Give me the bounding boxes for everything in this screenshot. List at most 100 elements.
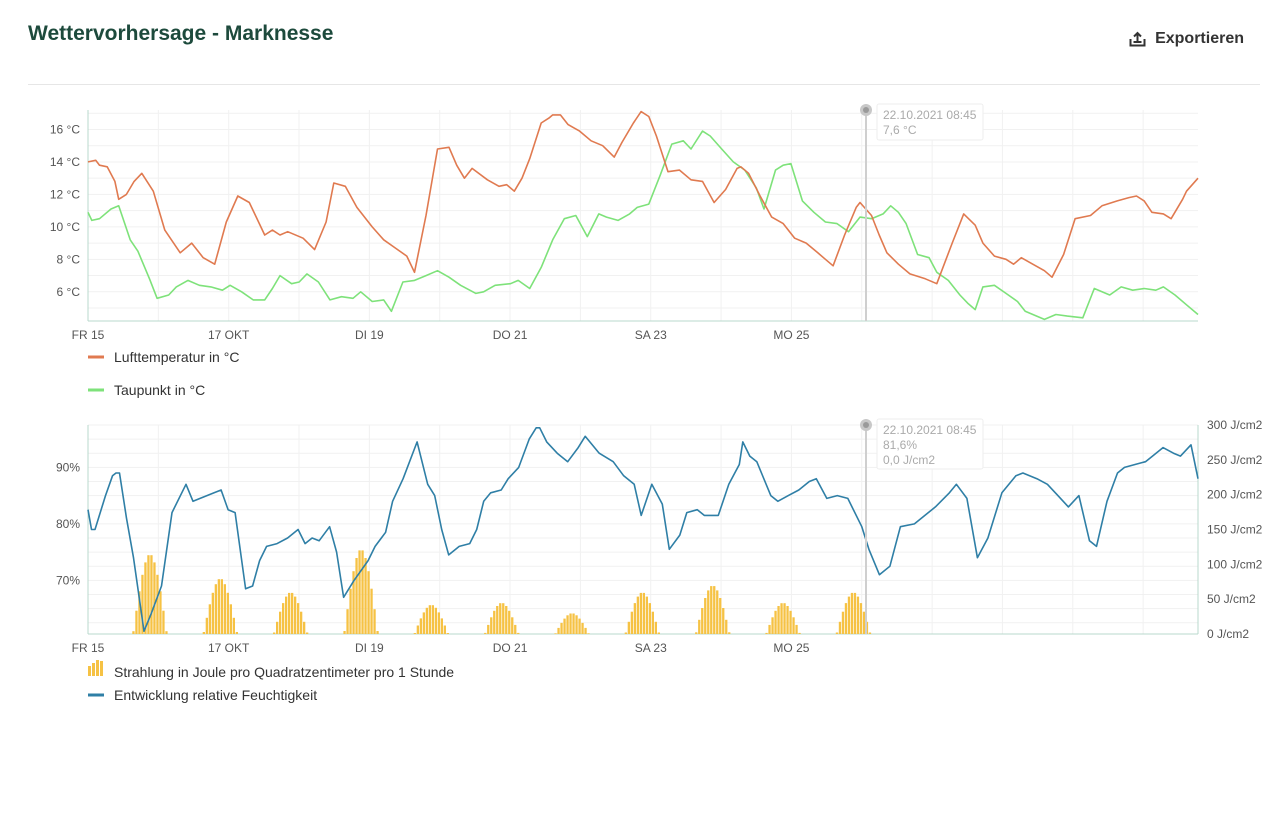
radiation-bar[interactable] — [654, 621, 657, 634]
radiation-bar[interactable] — [575, 615, 578, 634]
radiation-bar[interactable] — [719, 598, 722, 634]
radiation-bar[interactable] — [844, 603, 848, 634]
radiation-bar[interactable] — [300, 611, 303, 634]
radiation-bar[interactable] — [554, 633, 557, 634]
radiation-bar[interactable] — [648, 603, 651, 634]
radiation-bar[interactable] — [514, 624, 517, 634]
radiation-bar[interactable] — [370, 588, 373, 634]
radiation-bar[interactable] — [159, 591, 162, 634]
radiation-bar[interactable] — [352, 571, 355, 634]
radiation-bar[interactable] — [217, 579, 220, 634]
radiation-bar[interactable] — [707, 590, 710, 634]
radiation-bar[interactable] — [862, 611, 866, 634]
radiation-bar[interactable] — [701, 608, 704, 634]
radiation-bar[interactable] — [490, 617, 493, 634]
radiation-bar[interactable] — [789, 610, 792, 634]
radiation-bar[interactable] — [285, 596, 288, 634]
dewpoint-line[interactable] — [87, 130, 1199, 321]
radiation-bar[interactable] — [428, 605, 431, 634]
radiation-bar[interactable] — [695, 632, 698, 634]
radiation-bar[interactable] — [698, 619, 701, 634]
radiation-bar[interactable] — [639, 592, 642, 634]
radiation-bar[interactable] — [288, 592, 291, 634]
radiation-bar[interactable] — [557, 627, 560, 634]
radiation-bar[interactable] — [566, 615, 569, 634]
radiation-bar[interactable] — [211, 592, 214, 634]
radiation-bar[interactable] — [774, 610, 777, 634]
temperature-line[interactable] — [87, 110, 1199, 285]
radiation-bar[interactable] — [138, 591, 141, 634]
radiation-bar[interactable] — [229, 604, 232, 634]
radiation-bar[interactable] — [425, 607, 428, 634]
radiation-bar[interactable] — [349, 588, 352, 634]
radiation-bar[interactable] — [367, 571, 370, 634]
radiation-bar[interactable] — [511, 617, 514, 634]
radiation-bar[interactable] — [223, 584, 226, 634]
radiation-bar[interactable] — [847, 596, 851, 634]
radiation-bar[interactable] — [235, 632, 238, 634]
radiation-bar[interactable] — [859, 603, 863, 634]
radiation-bar[interactable] — [165, 631, 168, 634]
radiation-bar[interactable] — [413, 633, 416, 634]
radiation-bar[interactable] — [856, 596, 860, 634]
radiation-bar[interactable] — [868, 632, 872, 635]
radiation-bar[interactable] — [798, 632, 801, 634]
radiation-bar[interactable] — [431, 605, 434, 634]
radiation-bar[interactable] — [419, 618, 422, 634]
radiation-bar[interactable] — [208, 604, 211, 634]
radiation-bar[interactable] — [487, 624, 490, 634]
radiation-bar[interactable] — [777, 606, 780, 634]
radiation-bar[interactable] — [282, 603, 285, 634]
radiation-bar[interactable] — [704, 598, 707, 634]
radiation-bar[interactable] — [226, 592, 229, 634]
radiation-bar[interactable] — [303, 621, 306, 634]
radiation-bar[interactable] — [768, 624, 771, 634]
radiation-bar[interactable] — [496, 606, 499, 634]
radiation-bar[interactable] — [563, 618, 566, 634]
radiation-bar[interactable] — [722, 608, 725, 634]
legend-label[interactable]: Entwicklung relative Feuchtigkeit — [114, 687, 317, 703]
legend-label[interactable]: Taupunkt in °C — [114, 382, 205, 398]
radiation-bar[interactable] — [581, 622, 584, 634]
radiation-bar[interactable] — [725, 619, 728, 634]
radiation-bar[interactable] — [765, 632, 768, 634]
radiation-bar[interactable] — [364, 558, 367, 634]
radiation-bar[interactable] — [710, 586, 713, 634]
radiation-bar[interactable] — [147, 555, 150, 634]
export-button[interactable]: Exportieren — [1129, 30, 1244, 48]
radiation-bar[interactable] — [850, 592, 854, 634]
radiation-bar[interactable] — [422, 612, 425, 634]
radiation-bar[interactable] — [517, 632, 520, 634]
radiation-bar[interactable] — [657, 632, 660, 635]
radiation-bar[interactable] — [141, 574, 144, 634]
radiation-bar[interactable] — [358, 550, 361, 634]
radiation-bar[interactable] — [795, 624, 798, 634]
radiation-bar[interactable] — [835, 632, 839, 635]
legend-swatch-radiation[interactable] — [88, 660, 103, 676]
radiation-bar[interactable] — [645, 596, 648, 634]
radiation-bar[interactable] — [291, 592, 294, 634]
radiation-bar[interactable] — [633, 603, 636, 634]
radiation-bar[interactable] — [716, 590, 719, 634]
radiation-bar[interactable] — [440, 618, 443, 634]
radiation-bar[interactable] — [437, 612, 440, 634]
radiation-bar[interactable] — [135, 610, 138, 634]
radiation-bar[interactable] — [713, 586, 716, 634]
radiation-bar[interactable] — [214, 584, 217, 634]
radiation-bar[interactable] — [355, 558, 358, 634]
radiation-bar[interactable] — [786, 606, 789, 634]
radiation-bar[interactable] — [297, 603, 300, 634]
radiation-bar[interactable] — [572, 613, 575, 635]
radiation-bar[interactable] — [624, 632, 627, 635]
radiation-bar[interactable] — [584, 627, 587, 634]
humidity-line[interactable] — [87, 426, 1199, 633]
radiation-bar[interactable] — [205, 617, 208, 634]
radiation-bar[interactable] — [306, 632, 309, 635]
radiation-bar[interactable] — [153, 562, 156, 634]
radiation-bar[interactable] — [273, 632, 276, 635]
radiation-bar[interactable] — [630, 611, 633, 634]
radiation-bar[interactable] — [132, 631, 135, 634]
radiation-bar[interactable] — [780, 603, 783, 634]
radiation-bar[interactable] — [373, 609, 376, 634]
